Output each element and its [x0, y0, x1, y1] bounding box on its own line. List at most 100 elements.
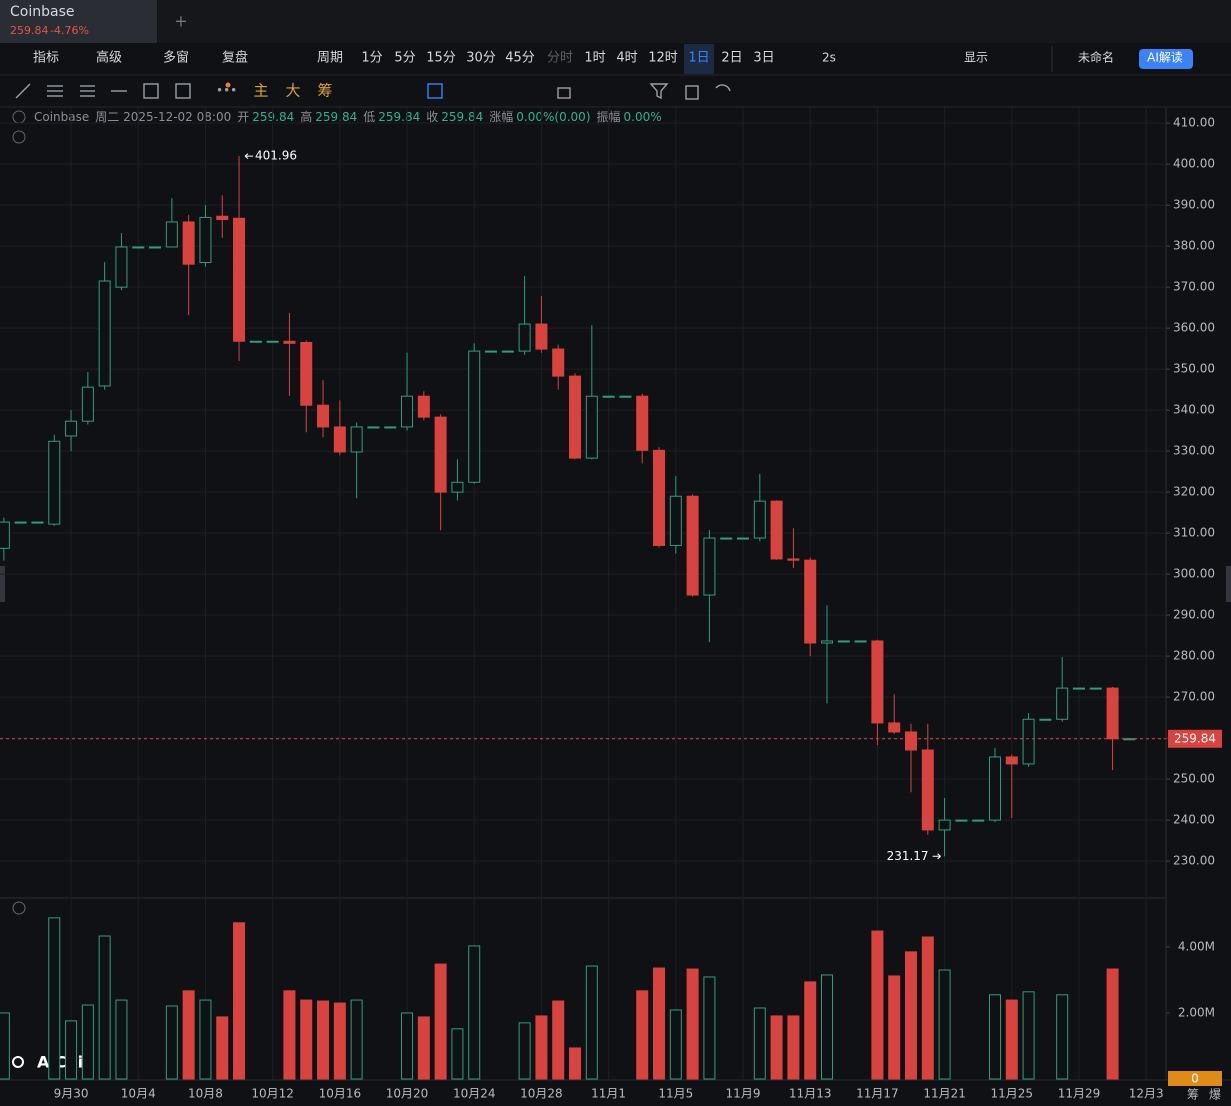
- toolbar-button[interactable]: 2s: [822, 51, 836, 65]
- volume-bar: [569, 1047, 582, 1080]
- period-button[interactable]: 1时: [584, 51, 605, 66]
- y-tick-label: 280.00: [1173, 649, 1215, 663]
- candle-body: [720, 537, 733, 540]
- candle-body: [552, 348, 565, 377]
- candle-body: [266, 340, 279, 343]
- volume-bar: [552, 1000, 565, 1080]
- y-tick-label: 400.00: [1173, 157, 1215, 171]
- bottom-icon[interactable]: 筹: [1187, 1088, 1199, 1102]
- volume-bar: [518, 1022, 531, 1080]
- volume-bar: [535, 1015, 548, 1080]
- last-price-box: [1168, 729, 1222, 748]
- period-button[interactable]: 45分: [505, 51, 535, 66]
- indicator-button[interactable]: 筹: [317, 82, 332, 100]
- candle-body: [65, 420, 78, 437]
- candle-body: [569, 375, 582, 459]
- ai-button-bg[interactable]: [1139, 49, 1193, 69]
- high-label: 401.96: [255, 149, 297, 163]
- volume-bar: [417, 1016, 430, 1080]
- add-tab[interactable]: +: [174, 12, 187, 31]
- info-label: 涨幅: [489, 109, 513, 124]
- period-button[interactable]: 3日: [753, 51, 774, 66]
- volume-bar: [770, 1015, 783, 1080]
- period-button[interactable]: 1分: [361, 51, 382, 66]
- volume-bar: [233, 922, 246, 1080]
- arrow: [244, 153, 254, 160]
- candle-body: [1039, 718, 1052, 721]
- badge: [225, 82, 231, 88]
- scroll-handle[interactable]: [0, 566, 5, 602]
- candle-body: [1056, 687, 1069, 720]
- toolbar-button[interactable]: 显示: [964, 51, 988, 65]
- candle-body: [417, 395, 430, 418]
- x-tick-label: 11月13: [789, 1087, 832, 1101]
- volume-bar: [938, 969, 951, 1080]
- tab-bar: [0, 0, 1231, 43]
- toolbar-button[interactable]: 复盘: [222, 50, 248, 66]
- candle-body: [1106, 687, 1119, 740]
- toolbar-button[interactable]: 高级: [96, 50, 122, 66]
- candle-body: [837, 640, 850, 643]
- volume-bar: [65, 1020, 78, 1080]
- volume-bar: [0, 1012, 10, 1080]
- x-tick-label: 10月24: [453, 1087, 496, 1101]
- expand-icon[interactable]: [12, 130, 26, 144]
- low-label: 231.17: [887, 849, 929, 863]
- period-button[interactable]: 2日: [721, 51, 742, 66]
- candle-body: [753, 500, 766, 539]
- candle-body: [300, 341, 313, 406]
- scroll-handle[interactable]: [1226, 566, 1231, 602]
- info-label: 低: [363, 110, 375, 124]
- period-button[interactable]: 5分: [394, 51, 415, 66]
- toolbar-button[interactable]: 周期: [317, 51, 343, 66]
- candle-body: [518, 323, 531, 352]
- candle-body: [14, 521, 27, 524]
- period-button[interactable]: 分时: [547, 51, 573, 66]
- more-icon[interactable]: •••: [216, 84, 237, 98]
- candle-body: [921, 749, 934, 831]
- volume-bar: [669, 1009, 682, 1080]
- candle-body: [988, 756, 1001, 821]
- volume-bar: [451, 1028, 464, 1080]
- y-tick-label: 370.00: [1173, 280, 1215, 294]
- volume-bar: [98, 935, 111, 1080]
- x-tick-label: 11月21: [923, 1087, 966, 1101]
- candle-body: [451, 481, 464, 493]
- info-datetime: 周二 2025-12-02 08:00: [95, 110, 231, 124]
- x-tick-label: 10月28: [520, 1087, 563, 1101]
- candle-body: [888, 722, 901, 733]
- volume-bar: [753, 1007, 766, 1080]
- indicator-button[interactable]: 大: [285, 82, 300, 100]
- toolbar-button[interactable]: 指标: [33, 51, 59, 66]
- candle-body: [333, 426, 346, 453]
- expand-icon[interactable]: [12, 901, 26, 915]
- tab-title: Coinbase: [10, 4, 74, 20]
- volume-bar: [283, 990, 296, 1080]
- toolbar-button[interactable]: 多窗: [163, 50, 189, 66]
- period-button[interactable]: 15分: [426, 51, 456, 66]
- volume-bar: [585, 965, 598, 1080]
- toolbar-button[interactable]: AI解读: [1147, 51, 1183, 65]
- period-button[interactable]: 12时: [648, 51, 678, 66]
- info-label: 开: [237, 110, 249, 124]
- info-symbol: Coinbase: [34, 110, 89, 124]
- volume-bar: [821, 974, 834, 1080]
- volume-bar: [787, 1015, 800, 1080]
- candle-body: [686, 495, 699, 596]
- x-tick-label: 11月1: [591, 1087, 626, 1101]
- x-tick-label: 10月16: [319, 1087, 362, 1101]
- period-button[interactable]: 4时: [616, 51, 637, 66]
- toolbar-button[interactable]: 未命名: [1078, 50, 1114, 65]
- volume-bar: [804, 981, 817, 1080]
- y-tick-label: 300.00: [1173, 567, 1215, 581]
- period-button[interactable]: 1日: [688, 51, 709, 66]
- bottom-icon[interactable]: 爆: [1209, 1088, 1221, 1102]
- indicator-button[interactable]: 主: [253, 82, 268, 100]
- y-tick-label: 350.00: [1173, 362, 1215, 376]
- volume-bar: [350, 999, 363, 1080]
- volume-bar: [888, 975, 901, 1080]
- tab[interactable]: [0, 0, 157, 43]
- volume-bar: [1106, 968, 1119, 1080]
- period-button[interactable]: 30分: [466, 51, 496, 66]
- volume-bar: [401, 1012, 414, 1080]
